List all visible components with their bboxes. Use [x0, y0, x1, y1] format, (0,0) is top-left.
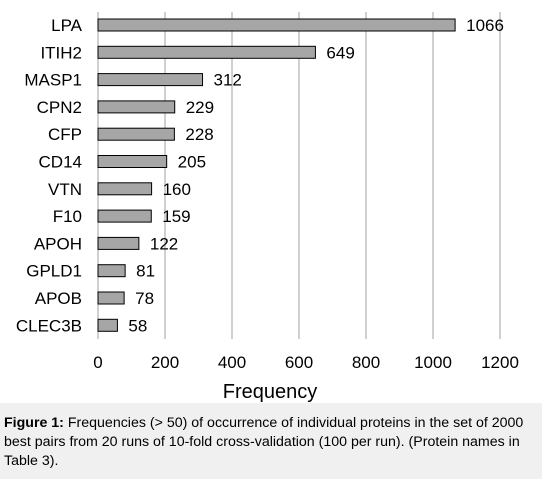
bar — [97, 318, 118, 332]
data-label: 159 — [162, 207, 190, 226]
bar — [97, 73, 204, 87]
caption-label: Figure 1: — [4, 415, 64, 431]
data-label: 160 — [163, 180, 191, 199]
category-label: LPA — [51, 16, 83, 35]
bar — [97, 127, 175, 141]
bar — [97, 291, 125, 305]
bar — [97, 155, 168, 168]
bar — [97, 45, 316, 59]
category-label: MASP1 — [24, 71, 82, 90]
data-label: 229 — [186, 98, 214, 117]
category-label: GPLD1 — [26, 262, 82, 281]
figure-caption: Figure 1: Frequencies (> 50) of occurren… — [0, 403, 542, 479]
data-label: 122 — [150, 234, 178, 253]
bars — [97, 18, 456, 332]
x-axis-title: Frequency — [223, 381, 318, 403]
x-tick-label: 1000 — [414, 353, 452, 372]
data-label: 1066 — [466, 16, 504, 35]
data-label: 58 — [128, 316, 147, 335]
category-label: CLEC3B — [16, 316, 82, 335]
x-tick-label: 200 — [151, 353, 179, 372]
category-label: CPN2 — [37, 98, 82, 117]
category-label: CD14 — [39, 153, 82, 172]
x-tick-label: 800 — [352, 353, 380, 372]
data-label: 81 — [136, 262, 155, 281]
bar-chart: LPA ITIH2 MASP1 CPN2 CFP CD14 VTN F10 APOH GPLD1 A… — [16, 12, 519, 403]
data-label: 312 — [214, 71, 242, 90]
caption-text: Frequencies (> 50) of occurrence of indi… — [4, 415, 524, 469]
x-tick-label: 0 — [93, 353, 102, 372]
category-label: APOH — [34, 234, 82, 253]
category-label: VTN — [48, 180, 82, 199]
category-labels: LPA ITIH2 MASP1 CPN2 CFP CD14 VTN F10 APOH GPLD1 A… — [16, 16, 83, 335]
grid-lines — [97, 12, 501, 339]
category-label: APOB — [35, 289, 82, 308]
bar — [97, 264, 126, 278]
x-axis-ticks: 0 200 400 600 800 1000 1200 — [93, 353, 519, 372]
x-tick-label: 400 — [218, 353, 246, 372]
bar — [97, 18, 456, 32]
bar — [97, 236, 140, 250]
data-label: 649 — [326, 43, 354, 62]
category-label: CFP — [48, 125, 82, 144]
data-label: 205 — [178, 153, 206, 172]
bar — [97, 209, 152, 223]
bar — [97, 182, 153, 196]
category-label: F10 — [53, 207, 82, 226]
category-label: ITIH2 — [40, 43, 82, 62]
data-label: 228 — [185, 125, 213, 144]
bar — [97, 100, 176, 114]
x-tick-label: 1200 — [481, 353, 519, 372]
data-label: 78 — [135, 289, 154, 308]
x-tick-label: 600 — [285, 353, 313, 372]
